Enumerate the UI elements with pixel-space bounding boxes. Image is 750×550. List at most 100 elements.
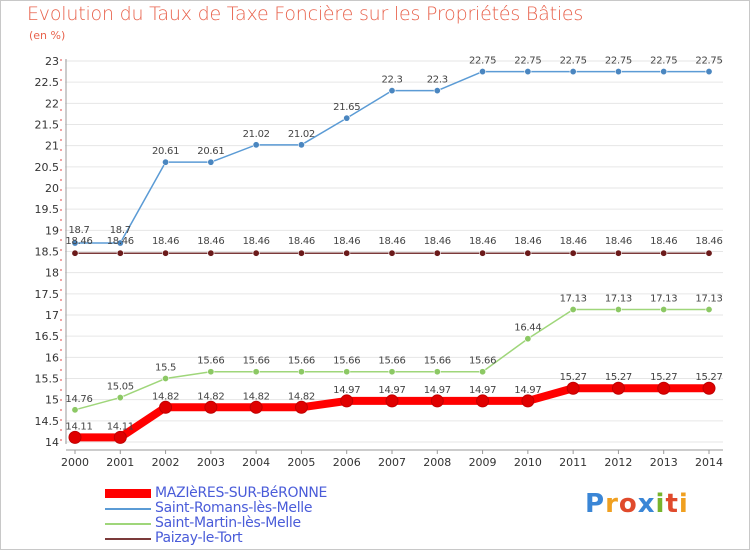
legend-swatch-mazieres <box>105 489 151 498</box>
legend-label-saint-martin: Saint-Martin-lès-Melle <box>155 515 301 531</box>
legend-label-mazieres: MAZIèRES-SUR-BéRONNE <box>155 485 328 501</box>
y-tick-label: 17 <box>45 309 59 322</box>
data-label: 14.97 <box>378 385 405 396</box>
y-tick-label: 16 <box>45 351 59 364</box>
y-tick-label: 19.5 <box>35 203 60 216</box>
data-point <box>388 249 396 257</box>
data-point <box>71 406 79 414</box>
y-tick-label: 18 <box>45 267 59 280</box>
chart-title: Evolution du Taux de Taxe Foncière sur l… <box>27 3 584 25</box>
y-tick-label: 15.5 <box>35 373 60 386</box>
data-point <box>71 249 79 257</box>
data-point <box>660 68 668 76</box>
proxiti-logo: Proxiti <box>585 489 689 519</box>
x-tick-label: 2008 <box>423 456 451 469</box>
data-point <box>388 87 396 95</box>
data-point <box>524 68 532 76</box>
x-tick-label: 2003 <box>197 456 225 469</box>
data-point <box>433 87 441 95</box>
data-point <box>343 368 351 376</box>
y-tick-label: 20.5 <box>35 161 60 174</box>
x-tick-label: 2004 <box>242 456 270 469</box>
y-tick-label: 14.5 <box>35 415 60 428</box>
data-label: 14.97 <box>424 385 451 396</box>
data-label: 18.46 <box>650 236 677 247</box>
data-label: 18.7 <box>68 225 89 236</box>
data-point <box>249 400 263 414</box>
data-point <box>614 305 622 313</box>
data-label: 18.46 <box>333 236 360 247</box>
legend-label-saint-romans: Saint-Romans-lès-Melle <box>155 500 313 516</box>
data-point <box>388 368 396 376</box>
data-label: 18.7 <box>110 225 131 236</box>
data-label: 18.46 <box>107 236 134 247</box>
data-point <box>657 381 671 395</box>
data-label: 18.46 <box>605 236 632 247</box>
logo-letter: r <box>605 489 619 519</box>
data-point <box>660 305 668 313</box>
data-point <box>252 368 260 376</box>
data-point <box>479 68 487 76</box>
data-label: 22.75 <box>695 56 722 67</box>
data-label: 18.46 <box>243 236 270 247</box>
data-point <box>343 249 351 257</box>
logo-letter: t <box>665 489 679 519</box>
data-label: 15.27 <box>695 372 722 383</box>
data-point <box>207 158 215 166</box>
data-point <box>479 249 487 257</box>
data-point <box>116 394 124 402</box>
data-label: 17.13 <box>695 293 722 304</box>
data-label: 18.46 <box>514 236 541 247</box>
data-point <box>521 394 535 408</box>
data-label: 15.27 <box>560 372 587 383</box>
data-point <box>340 394 354 408</box>
data-point <box>479 368 487 376</box>
data-point <box>705 305 713 313</box>
data-label: 18.46 <box>424 236 451 247</box>
data-point <box>252 249 260 257</box>
data-point <box>207 368 215 376</box>
data-point <box>614 249 622 257</box>
data-label: 22.3 <box>427 75 448 86</box>
data-label: 18.46 <box>65 236 92 247</box>
data-point <box>162 158 170 166</box>
data-point <box>614 68 622 76</box>
data-label: 18.46 <box>378 236 405 247</box>
data-point <box>162 374 170 382</box>
logo-letter: P <box>585 489 606 519</box>
data-label: 14.11 <box>65 421 92 432</box>
y-tick-label: 16.5 <box>35 330 60 343</box>
data-label: 18.46 <box>152 236 179 247</box>
legend-label-paizay: Paizay-le-Tort <box>155 530 243 546</box>
logo-letter: i <box>655 489 666 519</box>
data-point <box>524 335 532 343</box>
data-point <box>611 381 625 395</box>
x-tick-label: 2013 <box>650 456 678 469</box>
data-label: 14.97 <box>514 385 541 396</box>
data-label: 22.75 <box>650 56 677 67</box>
data-label: 15.66 <box>333 356 360 367</box>
data-label: 14.76 <box>65 394 92 405</box>
data-label: 22.75 <box>514 56 541 67</box>
data-point <box>294 400 308 414</box>
logo-letter: x <box>637 489 656 519</box>
data-point <box>660 249 668 257</box>
data-point <box>71 239 79 247</box>
y-tick-label: 15 <box>45 394 59 407</box>
data-label: 14.11 <box>107 421 134 432</box>
data-label: 17.13 <box>560 293 587 304</box>
data-label: 18.46 <box>695 236 722 247</box>
y-tick-label: 22.5 <box>35 76 60 89</box>
data-label: 15.66 <box>288 356 315 367</box>
data-point <box>430 394 444 408</box>
data-point <box>705 249 713 257</box>
y-tick-label: 20 <box>45 182 59 195</box>
data-label: 22.75 <box>560 56 587 67</box>
data-label: 14.82 <box>243 391 270 402</box>
data-point <box>297 249 305 257</box>
data-point <box>702 381 716 395</box>
data-label: 21.02 <box>243 129 270 140</box>
data-label: 18.46 <box>288 236 315 247</box>
data-point <box>204 400 218 414</box>
